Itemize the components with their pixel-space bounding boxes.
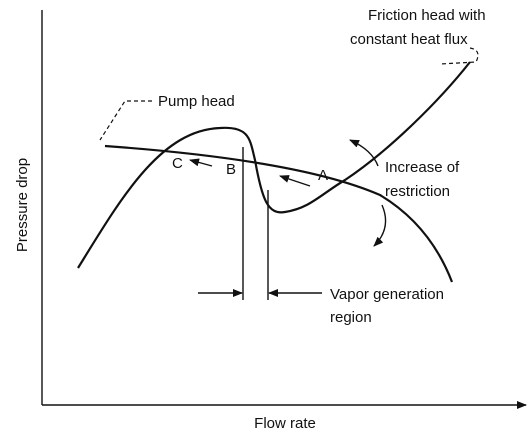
annotation: Vapor generation: [330, 286, 444, 303]
arrow: [373, 204, 387, 247]
x-axis-label: Flow rate: [254, 415, 316, 432]
pump-label: Pump head: [158, 93, 235, 110]
leader: [99, 100, 152, 141]
friction-label: Friction head with: [368, 7, 486, 24]
arrow: [189, 158, 213, 167]
point-label: C: [172, 155, 183, 172]
annotation: Increase of: [385, 159, 460, 176]
y-axis-label: Pressure drop: [14, 158, 31, 252]
friction-label: constant heat flux: [350, 31, 468, 48]
leader: [439, 47, 479, 65]
point-label: B: [226, 161, 236, 178]
arrow: [279, 175, 311, 187]
arrow: [349, 139, 379, 167]
pump-head-curve: [104, 144, 454, 283]
annotation: restriction: [385, 183, 450, 200]
point-label: A: [318, 167, 328, 184]
friction-curve: [77, 61, 471, 269]
annotation: region: [330, 309, 372, 326]
